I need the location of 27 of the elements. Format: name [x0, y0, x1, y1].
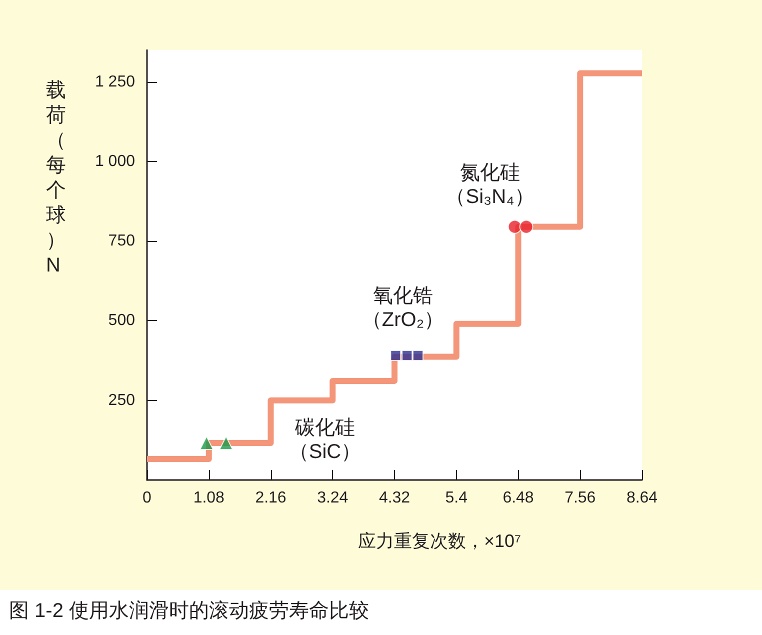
y-tick-label: 250	[108, 392, 136, 409]
point	[390, 350, 402, 361]
point	[402, 350, 413, 361]
point	[412, 350, 424, 361]
y-tick-label: 750	[108, 232, 136, 250]
point	[219, 436, 234, 450]
y-tick-label: 1 250	[94, 73, 136, 90]
x-tick-label: 0	[142, 490, 152, 506]
annotation: 氮化硅（Si₃N₄）	[446, 162, 534, 208]
point	[508, 220, 522, 234]
x-tick-label: 4.32	[378, 490, 410, 506]
x-tick-label: 5.4	[445, 490, 468, 506]
y-tick-label: 500	[108, 312, 136, 330]
x-axis-title: 应力重复次数，×10⁷	[358, 531, 522, 551]
x-tick-label: 3.24	[317, 490, 348, 506]
y-tick-label: 1 000	[94, 152, 136, 170]
y-axis-title: 载荷（每个球）N	[46, 80, 66, 276]
x-tick-label: 7.56	[564, 490, 596, 506]
annotation: 氧化锆（ZrO₂）	[362, 285, 444, 331]
x-tick-label: 8.64	[626, 490, 658, 506]
x-tick-label: 1.08	[193, 490, 225, 506]
x-tick-label: 6.48	[502, 490, 534, 506]
annotation: 碳化硅（SiC）	[288, 417, 362, 463]
text: 图 1-2 使用水润滑时的滚动疲劳寿命比较	[9, 600, 370, 622]
point	[519, 220, 534, 234]
point	[200, 436, 214, 450]
x-tick-label: 2.16	[255, 490, 286, 506]
